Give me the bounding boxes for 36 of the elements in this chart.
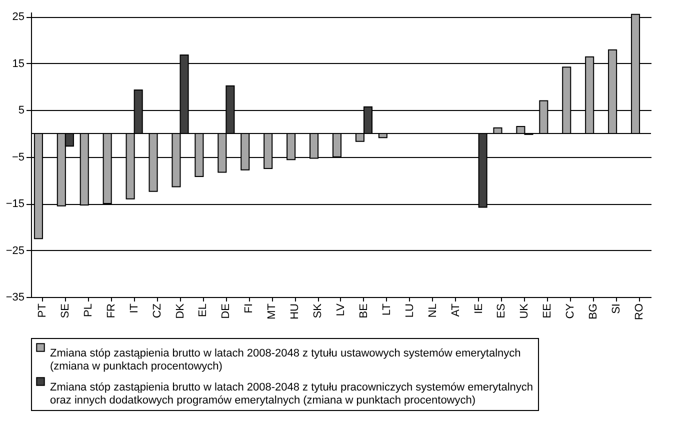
y-tick-label: −25 [6, 244, 24, 257]
x-tick-label: UK [518, 302, 531, 319]
x-tick-label: IT [128, 303, 140, 314]
x-tick-label: BE [358, 304, 370, 318]
y-tick-label: 15 [12, 58, 24, 70]
x-tick-label: DK [174, 302, 186, 319]
y-tick-label: 5 [18, 104, 24, 117]
x-tick-label: ES [496, 304, 508, 318]
x-tick-label: BG [588, 304, 600, 320]
x-tick-label: CY [564, 302, 577, 319]
x-tick-label: SI [610, 304, 623, 314]
x-tick-label: CZ [151, 303, 164, 318]
x-tick-label: AT [450, 303, 462, 317]
legend-label: Zmiana stóp zastąpienia brutto w latach 2008-2048 z tytułu ustawowych systemów emerytalnych (zmiana w punktach procentowych) [50, 348, 521, 372]
x-tick-label: NL [426, 304, 439, 318]
x-tick-label: EE [542, 304, 554, 318]
x-tick-label: RO [634, 303, 646, 320]
y-tick-label: −15 [6, 198, 24, 210]
x-tick-label: MT [266, 303, 278, 320]
x-tick-label: FR [105, 303, 118, 318]
x-tick-label: PL [82, 304, 94, 317]
x-tick-label: SE [59, 304, 72, 318]
y-tick-label: −35 [6, 292, 24, 304]
x-tick-label: FI [243, 304, 256, 314]
legend-label: Zmiana stóp zastąpienia brutto w latach 2008-2048 z tytułu pracowniczych systemów emerytalnych oraz innych dodatkowych programów emerytalnych (zmiana w punktach procentowych) [50, 382, 534, 406]
x-tick-label: LV [335, 302, 347, 316]
x-tick-label: DE [220, 304, 232, 319]
x-tick-label: LU [404, 303, 416, 318]
y-tick-label: 25 [12, 11, 24, 24]
x-tick-label: SK [312, 302, 324, 318]
x-tick-label: HU [289, 303, 302, 320]
x-tick-label: EL [197, 304, 210, 317]
y-tick-label: −5 [12, 151, 24, 164]
x-tick-label: LT [380, 303, 393, 316]
x-tick-label: IE [472, 304, 485, 314]
x-tick-label: PT [36, 303, 48, 318]
